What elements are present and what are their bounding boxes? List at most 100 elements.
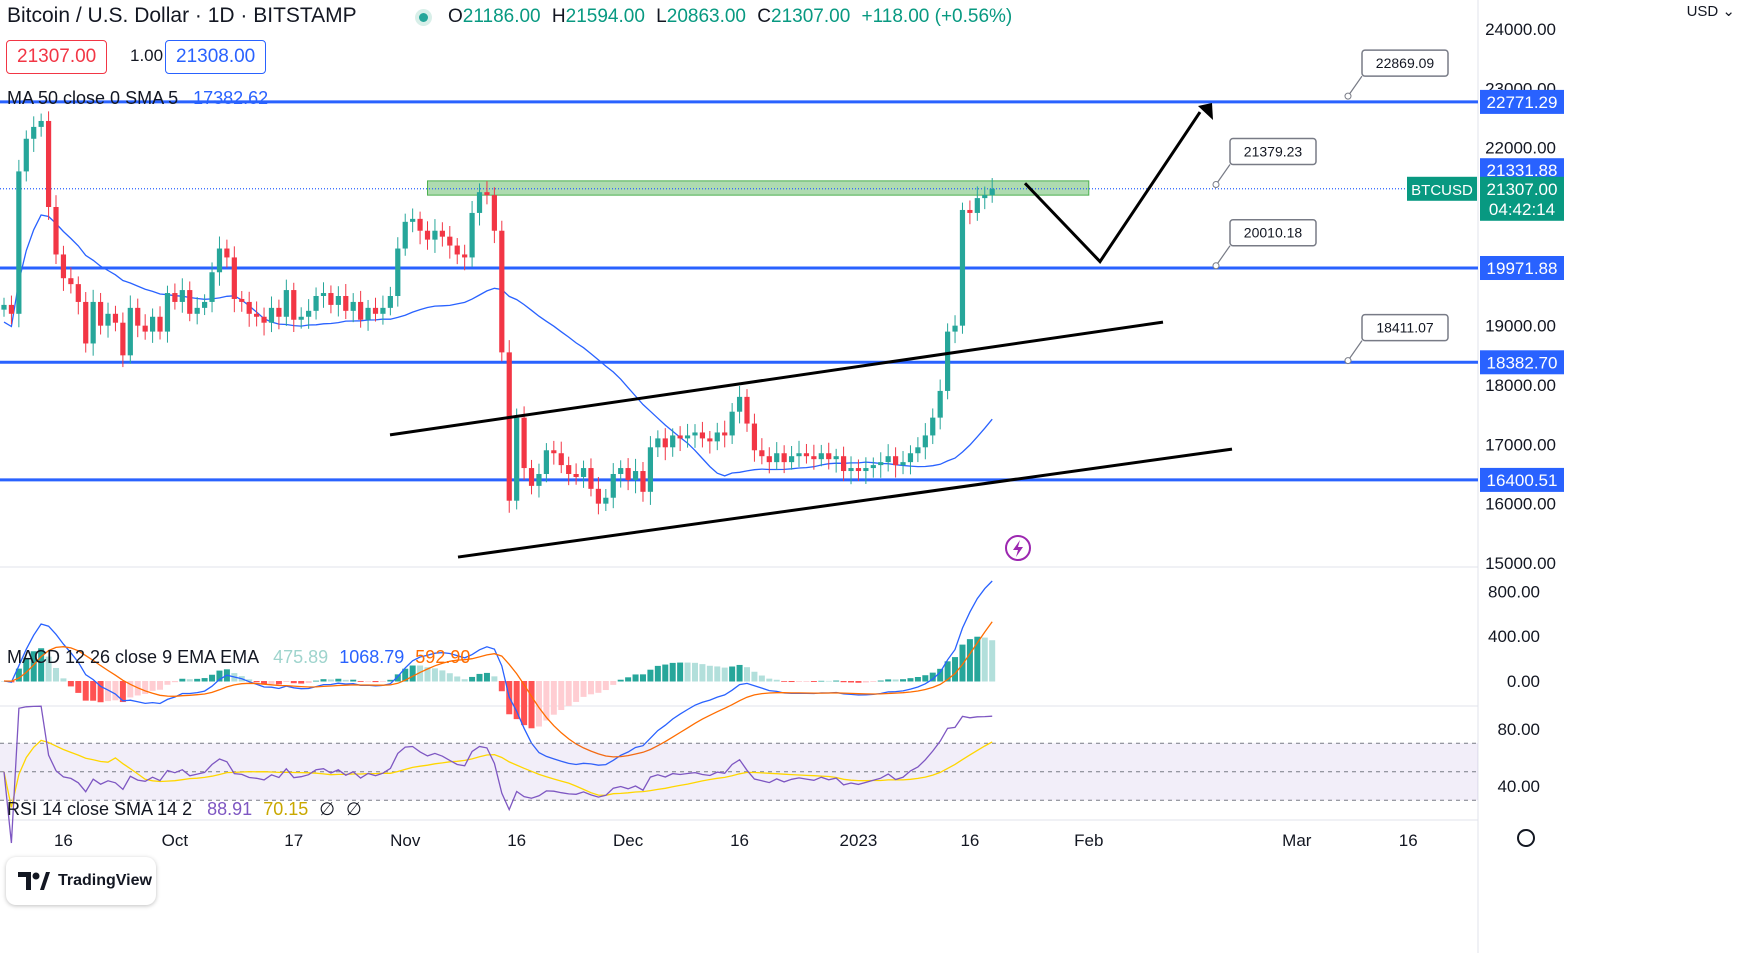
ohlc-readout: O21186.00 H21594.00 L20863.00 C21307.00 … — [448, 6, 1013, 27]
macd-bar-102 — [758, 675, 765, 682]
macd-bar-116 — [862, 681, 869, 683]
candle-130 — [967, 209, 973, 213]
rsi-legend[interactable]: RSI 14 close SMA 14 2 88.91 70.15 ∅ ∅ — [7, 799, 362, 819]
macd-bar-14 — [105, 681, 112, 702]
candle-104 — [774, 453, 780, 463]
macd-bar-7 — [53, 667, 60, 682]
macd-bar-98 — [729, 666, 736, 682]
candle-100 — [744, 396, 750, 424]
candle-41 — [306, 310, 312, 317]
level-tag-2 — [1480, 350, 1564, 375]
candle-35 — [261, 316, 267, 323]
macd-bar-9 — [67, 681, 74, 687]
low-value: 20863.00 — [666, 6, 746, 27]
macd-bar-35 — [261, 681, 268, 685]
x-tick-5: Dec — [613, 831, 644, 850]
candle-78 — [580, 468, 587, 477]
macd-tick-0: 800.00 — [1488, 582, 1540, 601]
candle-121 — [900, 462, 906, 466]
macd-bar-103 — [766, 678, 773, 682]
candle-52 — [387, 296, 393, 308]
candle-125 — [930, 417, 936, 436]
macd-bar-90 — [669, 662, 676, 682]
y-tick-6: 16000.00 — [1485, 495, 1556, 514]
macd-bar-111 — [825, 680, 832, 682]
x-tick-8: 16 — [960, 831, 979, 850]
candle-61 — [454, 245, 460, 255]
candles — [1, 111, 995, 515]
macd-bar-61 — [454, 676, 461, 682]
macd-bar-66 — [491, 676, 498, 682]
macd-bar-125 — [929, 672, 936, 682]
macd-bar-4 — [30, 651, 37, 682]
macd-bar-119 — [885, 679, 892, 682]
macd-bar-131 — [974, 636, 981, 682]
macd-bar-17 — [127, 681, 134, 698]
candle-57 — [424, 230, 431, 240]
callout-box-1 — [1229, 137, 1317, 166]
y-tick-0: 24000.00 — [1485, 20, 1556, 39]
candle-39 — [291, 290, 297, 320]
macd-legend[interactable]: MACD 12 26 close 9 EMA EMA 475.89 1068.7… — [7, 647, 471, 667]
channel-upper — [389, 320, 1164, 437]
macd-bar-2 — [15, 668, 22, 682]
candle-111 — [826, 453, 832, 460]
candle-11 — [83, 301, 89, 344]
candle-54 — [402, 221, 408, 249]
candle-66 — [491, 195, 497, 231]
candle-1 — [8, 304, 15, 314]
sell-button[interactable]: 21307.00 — [6, 40, 108, 74]
candle-55 — [410, 218, 416, 222]
candle-115 — [855, 468, 862, 472]
candle-109 — [811, 456, 817, 460]
macd-bar-79 — [587, 681, 594, 695]
macd-tick-2: 0.00 — [1507, 672, 1540, 691]
candle-14 — [105, 313, 111, 326]
symbol-title: Bitcoin / U.S. Dollar · 1D · BITSTAMP — [7, 4, 357, 27]
macd-bar-84 — [625, 677, 632, 682]
macd-bar-96 — [714, 666, 721, 682]
candle-80 — [595, 488, 601, 504]
market-open-icon — [415, 9, 432, 26]
candle-86 — [640, 471, 646, 492]
candle-114 — [848, 468, 854, 472]
candle-0 — [1, 304, 7, 310]
ma-line — [3, 214, 993, 477]
gear-icon — [1517, 829, 1535, 847]
candle-84 — [625, 468, 631, 480]
candle-5 — [38, 120, 44, 127]
candle-72 — [536, 474, 542, 486]
candle-76 — [566, 465, 572, 474]
macd-bar-57 — [424, 667, 431, 682]
candle-3 — [23, 138, 29, 172]
macd-hist-value: 475.89 — [273, 647, 329, 667]
macd-bar-76 — [565, 681, 572, 706]
ma-legend[interactable]: MA 50 close 0 SMA 5 17382.62 — [7, 88, 269, 108]
candle-94 — [699, 432, 706, 439]
buy-button[interactable]: 21308.00 — [165, 40, 267, 74]
candle-18 — [135, 307, 141, 326]
symbol-tag-label: BTCUSD — [1411, 182, 1473, 199]
tradingview-logo[interactable]: TradingView — [6, 857, 156, 905]
candle-60 — [447, 236, 453, 246]
candle-93 — [692, 432, 698, 436]
macd-bar-53 — [394, 674, 401, 682]
currency-selector[interactable]: USD ⌄ — [1686, 3, 1735, 20]
x-tick-3: Nov — [390, 831, 421, 850]
macd-bar-27 — [201, 678, 208, 682]
candle-56 — [417, 218, 423, 231]
macd-bar-49 — [365, 681, 372, 682]
macd-bar-72 — [535, 681, 542, 727]
candle-128 — [952, 325, 958, 332]
macd-bar-95 — [706, 665, 713, 682]
macd-bar-64 — [476, 673, 483, 682]
x-tick-2: 17 — [284, 831, 303, 850]
macd-bar-70 — [521, 681, 528, 726]
macd-bar-108 — [803, 681, 810, 682]
candle-21 — [157, 316, 163, 332]
level-tag-label-3: 16400.51 — [1487, 471, 1558, 490]
candle-69 — [514, 417, 520, 501]
candle-16 — [120, 322, 126, 356]
resistance-zone — [427, 180, 1090, 196]
